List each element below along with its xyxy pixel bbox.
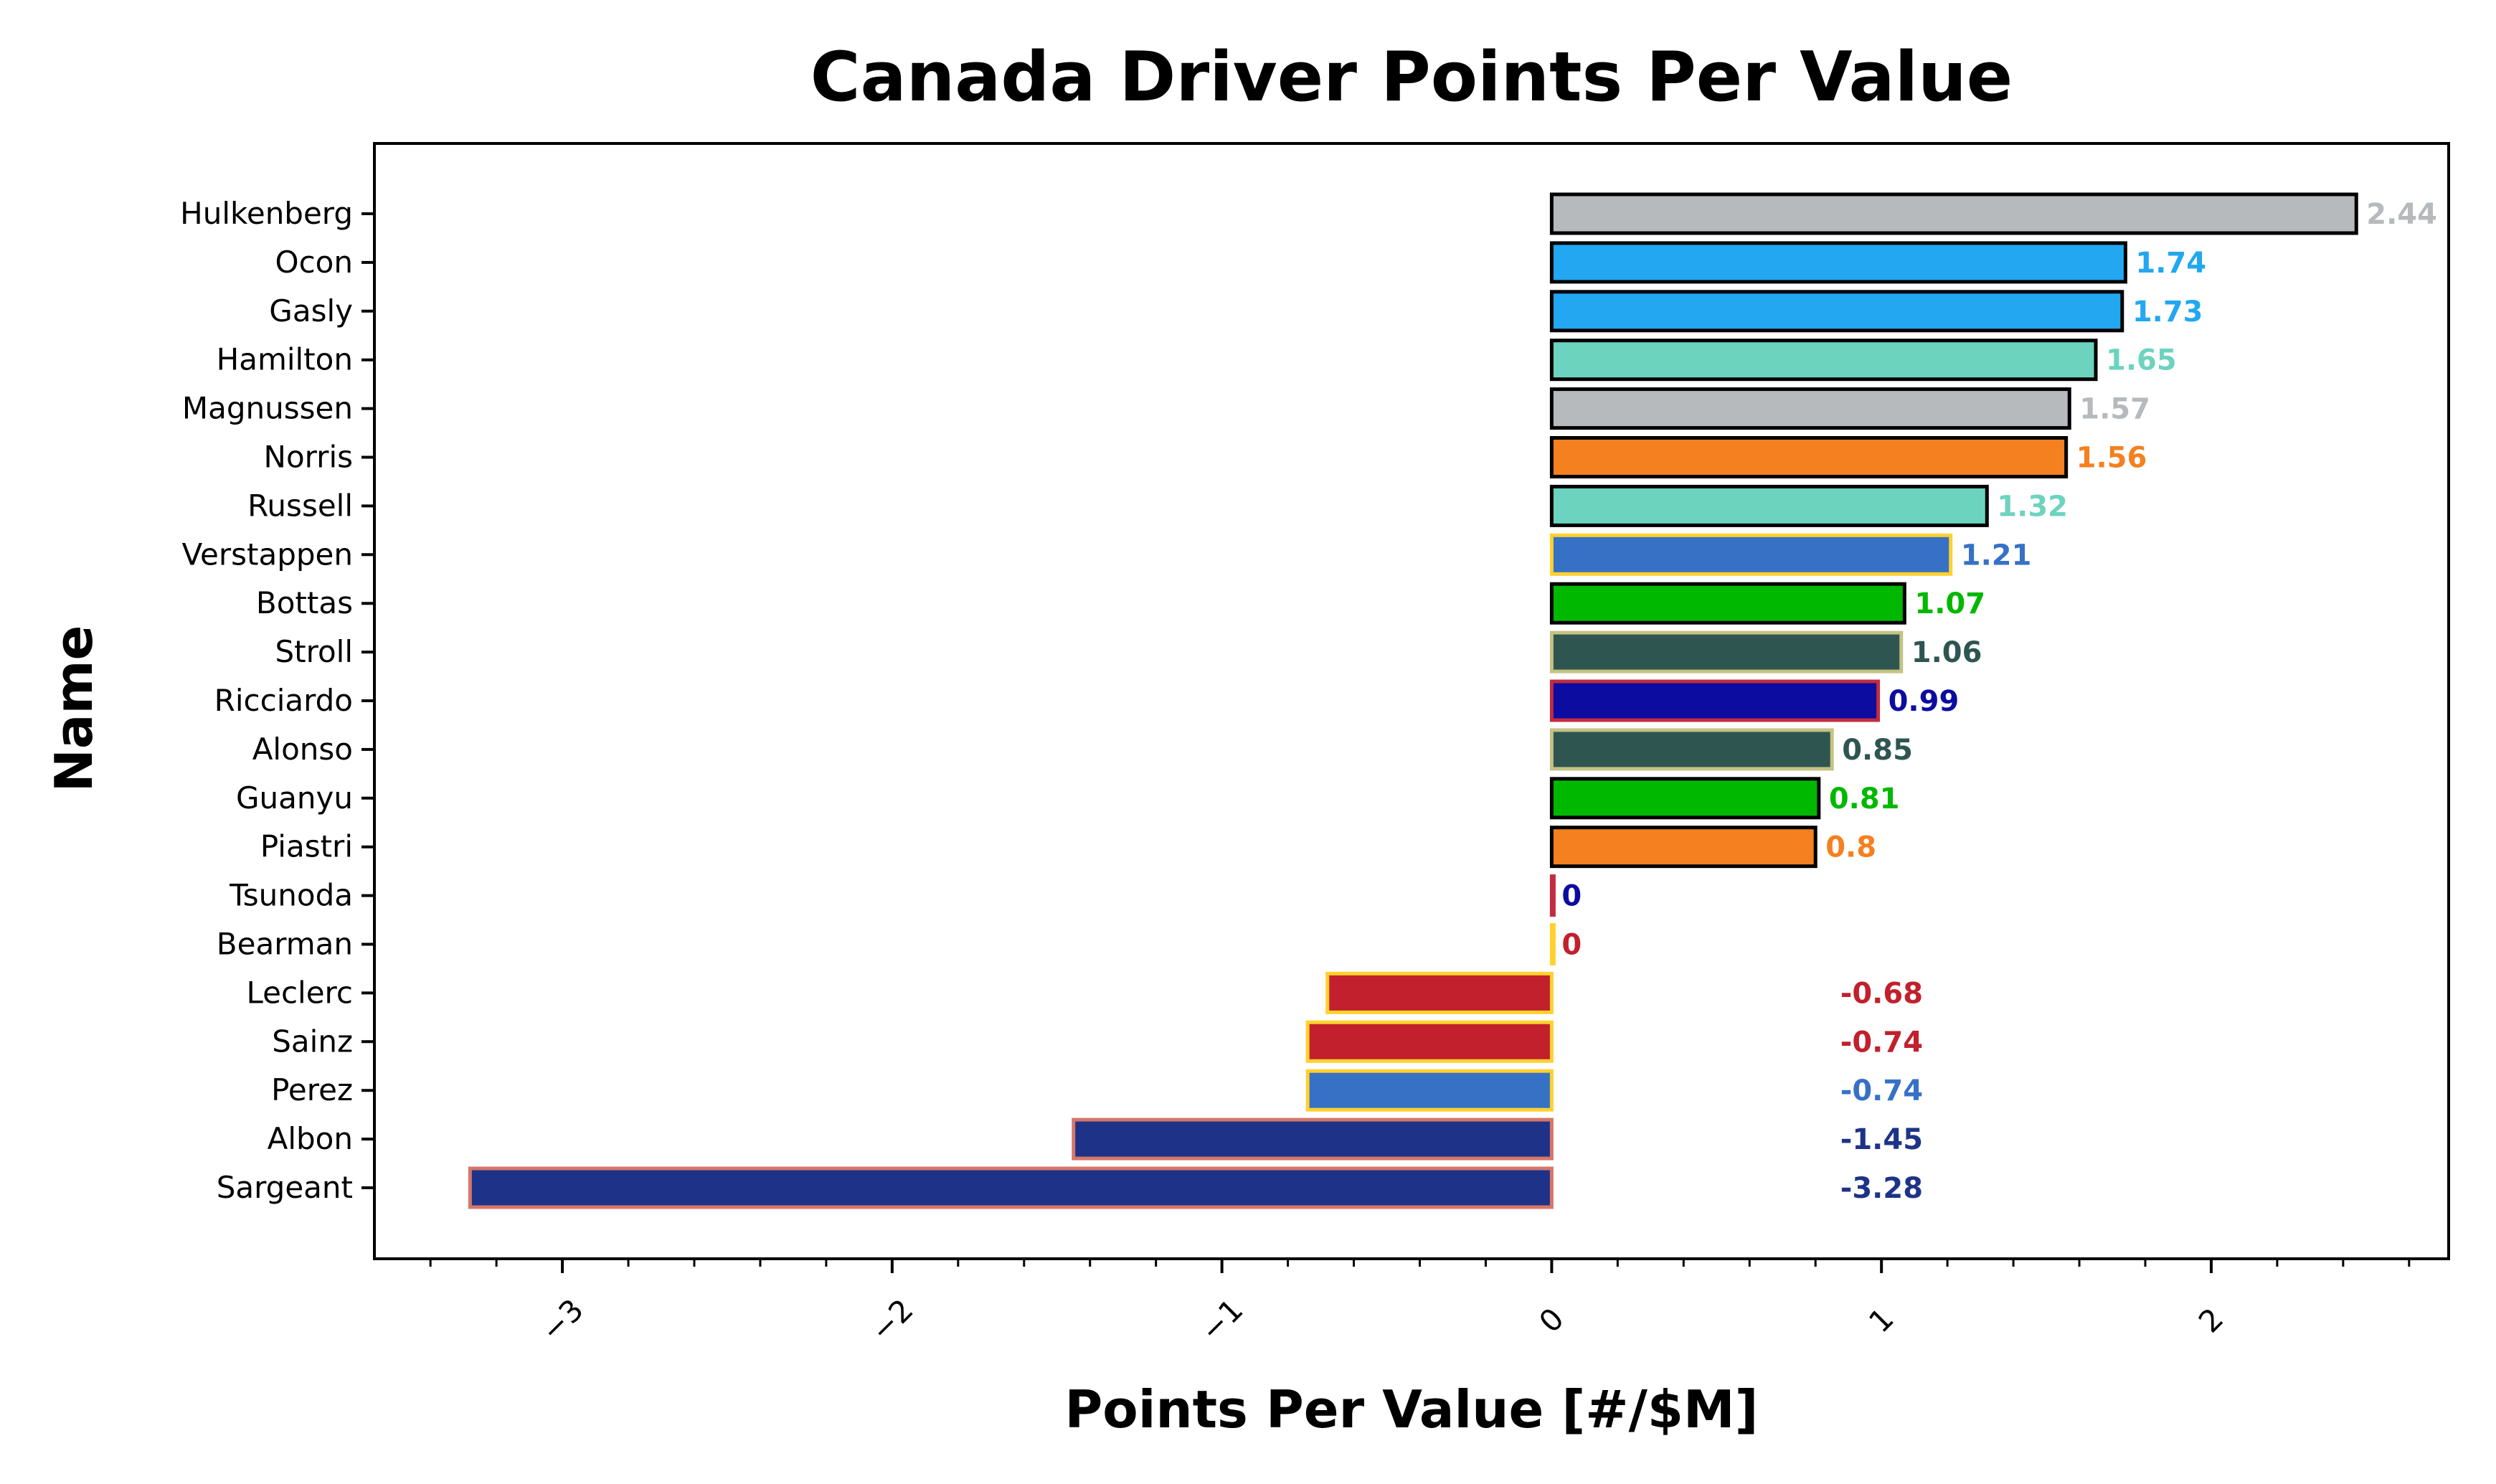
y-tick-label-ricciardo: Ricciardo (214, 683, 353, 718)
y-ticks-layer: Hulkenberg Ocon Gasly Hamilton Magnussen Norr… (180, 196, 374, 1205)
y-tick-label-albon: Albon (268, 1121, 353, 1156)
bar-guanyu (1549, 777, 1821, 820)
y-tick-label-hulkenberg: Hulkenberg (180, 196, 353, 231)
data-label-norris: 1.56 (2076, 442, 2147, 475)
plot-frame (373, 142, 2450, 1260)
bar-norris (1549, 436, 2069, 478)
data-label-sainz: -0.74 (1840, 1026, 1923, 1059)
data-label-bottas: 1.07 (1914, 587, 1985, 620)
data-label-guanyu: 0.81 (1829, 783, 1900, 816)
y-tick-label-sainz: Sainz (272, 1024, 353, 1059)
y-tick-label-russell: Russell (247, 488, 353, 523)
data-label-ricciardo: 0.99 (1888, 685, 1960, 718)
data-label-ocon: 1.74 (2135, 247, 2206, 280)
y-tick-label-tsunoda: Tsunoda (229, 878, 353, 913)
y-tick-label-verstappen: Verstappen (182, 537, 353, 572)
bar-stroll (1549, 630, 1904, 674)
data-label-hulkenberg: 2.44 (2366, 198, 2437, 231)
bar-magnussen (1549, 387, 2071, 430)
y-tick-label-gasly: Gasly (269, 293, 353, 329)
data-label-verstappen: 1.21 (1961, 539, 2032, 572)
bar-sainz (1305, 1020, 1554, 1063)
y-tick-label-stroll: Stroll (275, 634, 353, 669)
x-axis-label: Points Per Value [#/$M] (1064, 1379, 1758, 1440)
bar-perez (1305, 1069, 1554, 1112)
data-label-albon: -1.45 (1840, 1123, 1923, 1156)
data-label-alonso: 0.85 (1842, 734, 1913, 767)
y-tick-label-alonso: Alonso (252, 732, 353, 767)
y-tick-label-hamilton: Hamilton (217, 342, 353, 377)
bar-hulkenberg (1549, 192, 2358, 235)
bar-piastri (1549, 826, 1817, 869)
data-label-russell: 1.32 (1997, 490, 2068, 523)
y-tick-label-piastri: Piastri (260, 829, 353, 864)
bar-bearman (1549, 923, 1556, 965)
data-label-sargeant: -3.28 (1840, 1172, 1923, 1205)
bar-tsunoda (1549, 874, 1556, 917)
bar-sargeant (468, 1166, 1554, 1209)
data-label-piastri: 0.8 (1825, 831, 1876, 864)
y-tick-label-magnussen: Magnussen (182, 391, 353, 426)
data-label-tsunoda: 0 (1561, 880, 1582, 913)
bars-layer (468, 192, 2358, 1209)
y-tick-label-guanyu: Guanyu (236, 780, 353, 816)
y-tick-label-bottas: Bottas (256, 585, 353, 620)
data-label-magnussen: 1.57 (2079, 393, 2150, 426)
data-label-hamilton: 1.65 (2106, 344, 2177, 377)
bar-bottas (1549, 582, 1906, 625)
bar-hamilton (1549, 339, 2098, 382)
bar-leclerc (1325, 971, 1554, 1014)
data-label-perez: -0.74 (1840, 1074, 1923, 1107)
y-axis-label: Name (44, 625, 104, 793)
data-labels-layer: 2.44 1.74 1.73 1.65 1.57 1.561.32 1.21 1.07 1.06… (1561, 198, 2437, 1205)
bar-russell (1549, 484, 1989, 527)
y-tick-label-ocon: Ocon (275, 245, 353, 280)
data-label-stroll: 1.06 (1911, 636, 1982, 669)
data-label-leclerc: -0.68 (1840, 977, 1923, 1010)
data-label-gasly: 1.73 (2132, 296, 2203, 329)
bar-gasly (1549, 290, 2124, 333)
y-tick-label-perez: Perez (271, 1072, 353, 1107)
bar-ocon (1549, 241, 2127, 284)
y-tick-label-leclerc: Leclerc (246, 975, 353, 1010)
y-tick-label-norris: Norris (264, 440, 353, 475)
data-label-bearman: 0 (1561, 929, 1582, 962)
bar-alonso (1549, 728, 1834, 771)
y-tick-label-sargeant: Sargeant (217, 1170, 353, 1205)
bar-albon (1072, 1117, 1554, 1161)
y-tick-label-bearman: Bearman (217, 927, 353, 962)
bar-ricciardo (1549, 679, 1881, 722)
chart-title: Canada Driver Points Per Value (810, 38, 2013, 117)
bar-verstappen (1549, 533, 1953, 576)
